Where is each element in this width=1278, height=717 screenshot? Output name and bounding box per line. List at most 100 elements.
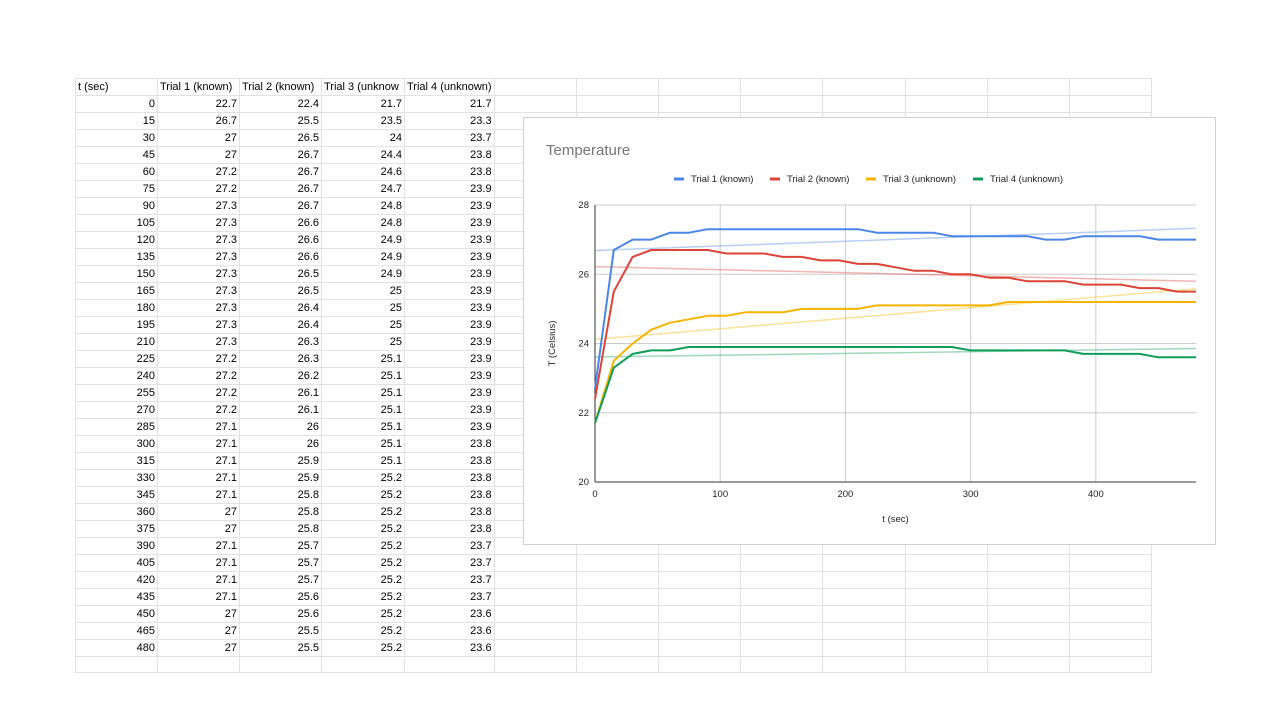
table-cell[interactable]: 26.1 — [239, 401, 322, 419]
table-cell[interactable]: 27.2 — [157, 401, 240, 419]
empty-cell[interactable] — [904, 622, 988, 640]
empty-cell[interactable] — [1068, 554, 1152, 572]
table-cell[interactable]: 105 — [75, 214, 158, 232]
table-cell[interactable]: 23.9 — [404, 214, 495, 232]
empty-cell[interactable] — [986, 554, 1070, 572]
table-cell[interactable]: 75 — [75, 180, 158, 198]
table-cell[interactable]: 27.1 — [157, 588, 240, 606]
table-cell[interactable]: 25.8 — [239, 503, 322, 521]
empty-cell[interactable] — [1068, 622, 1152, 640]
table-cell[interactable]: 23.7 — [404, 571, 495, 589]
table-cell[interactable]: 24.8 — [321, 197, 405, 215]
empty-cell[interactable] — [657, 656, 741, 673]
table-cell[interactable]: 25.8 — [239, 520, 322, 538]
table-cell[interactable]: 23.8 — [404, 469, 495, 487]
table-cell[interactable]: 315 — [75, 452, 158, 470]
table-cell[interactable]: 23.9 — [404, 231, 495, 249]
table-cell[interactable]: 27.3 — [157, 265, 240, 283]
table-cell[interactable]: 23.9 — [404, 367, 495, 385]
table-cell[interactable]: 240 — [75, 367, 158, 385]
table-cell[interactable]: 27 — [157, 146, 240, 164]
table-cell[interactable]: 27 — [157, 503, 240, 521]
table-cell[interactable]: 420 — [75, 571, 158, 589]
temperature-chart[interactable]: Temperature Trial 1 (known) Trial 2 (known… — [523, 117, 1216, 545]
empty-cell[interactable] — [739, 95, 823, 113]
table-cell[interactable]: 24.9 — [321, 231, 405, 249]
table-cell[interactable]: 25.2 — [321, 537, 405, 555]
empty-cell[interactable] — [575, 571, 659, 589]
table-cell[interactable]: 25.2 — [321, 622, 405, 640]
table-cell[interactable]: 25.2 — [321, 469, 405, 487]
table-cell[interactable]: 27.1 — [157, 418, 240, 436]
table-cell[interactable]: 27.1 — [157, 486, 240, 504]
empty-cell[interactable] — [986, 95, 1070, 113]
table-cell[interactable]: 25 — [321, 333, 405, 351]
empty-cell[interactable] — [1068, 571, 1152, 589]
table-cell[interactable]: 27.2 — [157, 180, 240, 198]
table-cell[interactable]: 25 — [321, 282, 405, 300]
table-cell[interactable]: 26 — [239, 418, 322, 436]
table-cell[interactable]: 23.8 — [404, 520, 495, 538]
empty-cell[interactable] — [1068, 656, 1152, 673]
empty-cell[interactable] — [904, 95, 988, 113]
table-cell[interactable]: 25.9 — [239, 452, 322, 470]
table-cell[interactable]: 26.7 — [239, 180, 322, 198]
table-cell[interactable]: 195 — [75, 316, 158, 334]
table-cell[interactable]: 24.9 — [321, 265, 405, 283]
table-cell[interactable]: 25.2 — [321, 503, 405, 521]
table-cell[interactable]: 120 — [75, 231, 158, 249]
table-cell[interactable]: 23.8 — [404, 435, 495, 453]
table-cell[interactable]: 23.6 — [404, 622, 495, 640]
empty-cell[interactable] — [493, 571, 577, 589]
table-cell[interactable]: 23.7 — [404, 537, 495, 555]
table-cell[interactable]: 285 — [75, 418, 158, 436]
table-cell[interactable]: 27.2 — [157, 384, 240, 402]
column-header[interactable]: Trial 4 (unknown) — [404, 78, 495, 96]
table-cell[interactable]: 27.1 — [157, 554, 240, 572]
table-cell[interactable]: 375 — [75, 520, 158, 538]
table-cell[interactable]: 26.3 — [239, 333, 322, 351]
empty-cell[interactable] — [493, 605, 577, 623]
table-cell[interactable]: 24.4 — [321, 146, 405, 164]
empty-cell[interactable] — [739, 571, 823, 589]
empty-cell[interactable] — [239, 656, 322, 673]
table-cell[interactable]: 180 — [75, 299, 158, 317]
table-cell[interactable]: 23.7 — [404, 588, 495, 606]
empty-cell[interactable] — [575, 622, 659, 640]
empty-cell[interactable] — [157, 656, 240, 673]
table-cell[interactable]: 27.3 — [157, 197, 240, 215]
table-cell[interactable]: 27.3 — [157, 333, 240, 351]
table-cell[interactable]: 23.9 — [404, 282, 495, 300]
empty-cell[interactable] — [739, 588, 823, 606]
empty-cell[interactable] — [986, 656, 1070, 673]
empty-cell[interactable] — [575, 554, 659, 572]
table-cell[interactable]: 23.9 — [404, 333, 495, 351]
table-cell[interactable]: 165 — [75, 282, 158, 300]
table-cell[interactable]: 23.9 — [404, 350, 495, 368]
table-cell[interactable]: 27.2 — [157, 163, 240, 181]
empty-cell[interactable] — [404, 656, 495, 673]
table-cell[interactable]: 150 — [75, 265, 158, 283]
table-cell[interactable]: 26 — [239, 435, 322, 453]
empty-cell[interactable] — [739, 78, 823, 96]
empty-cell[interactable] — [657, 639, 741, 657]
empty-cell[interactable] — [821, 571, 906, 589]
table-cell[interactable]: 23.6 — [404, 605, 495, 623]
table-cell[interactable]: 23.7 — [404, 554, 495, 572]
empty-cell[interactable] — [1068, 78, 1152, 96]
table-cell[interactable]: 25.1 — [321, 435, 405, 453]
table-cell[interactable]: 26.4 — [239, 316, 322, 334]
empty-cell[interactable] — [493, 588, 577, 606]
table-cell[interactable]: 210 — [75, 333, 158, 351]
table-cell[interactable]: 450 — [75, 605, 158, 623]
table-cell[interactable]: 480 — [75, 639, 158, 657]
table-cell[interactable]: 435 — [75, 588, 158, 606]
empty-cell[interactable] — [575, 656, 659, 673]
empty-cell[interactable] — [739, 622, 823, 640]
table-cell[interactable]: 24 — [321, 129, 405, 147]
empty-cell[interactable] — [1068, 95, 1152, 113]
empty-cell[interactable] — [657, 554, 741, 572]
table-cell[interactable]: 27.2 — [157, 367, 240, 385]
empty-cell[interactable] — [904, 78, 988, 96]
empty-cell[interactable] — [657, 588, 741, 606]
